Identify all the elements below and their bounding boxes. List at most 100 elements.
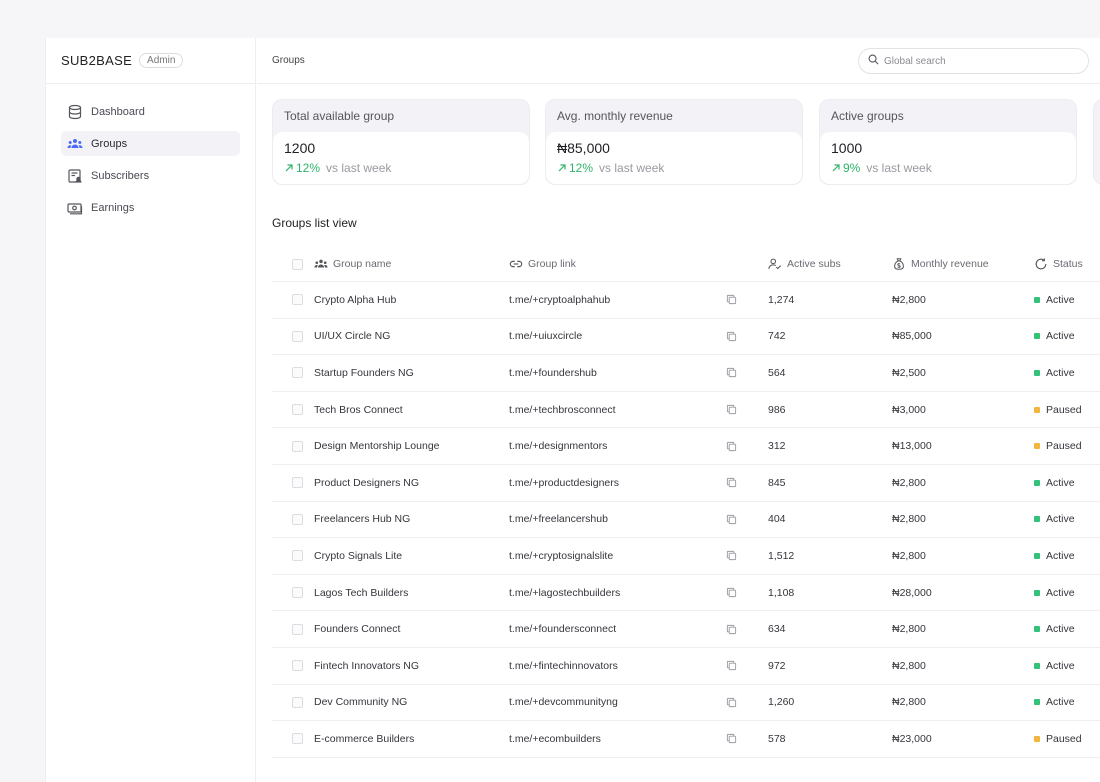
row-checkbox[interactable] (292, 733, 303, 745)
table-row[interactable]: Crypto Signals Lite t.me/+cryptosignalsli… (272, 538, 1100, 575)
copy-icon[interactable] (726, 428, 737, 464)
copy-icon[interactable] (726, 319, 737, 355)
row-checkbox[interactable] (292, 623, 303, 635)
column-header-status[interactable]: Status (1034, 247, 1083, 281)
copy-icon[interactable] (726, 502, 737, 538)
group-link[interactable]: t.me/+ecombuilders (509, 732, 601, 745)
table-row[interactable]: E-commerce Builders t.me/+ecombuilders 578… (272, 721, 1100, 758)
group-name: Crypto Signals Lite (314, 549, 403, 562)
search-input[interactable] (884, 55, 1074, 67)
arrow-up-right-icon (832, 164, 840, 172)
status-dot (1034, 589, 1040, 596)
row-checkbox[interactable] (292, 330, 303, 342)
group-link[interactable]: t.me/+cryptoalphahub (509, 293, 611, 306)
database-icon (66, 104, 84, 120)
group-link[interactable]: t.me/+foundershub (509, 366, 597, 379)
group-link[interactable]: t.me/+designmentors (509, 440, 608, 453)
row-select (292, 538, 303, 574)
status-badge: Active (1034, 538, 1075, 574)
group-link[interactable]: t.me/+foundersconnect (509, 623, 617, 636)
row-checkbox[interactable] (292, 587, 303, 599)
column-header-revenue[interactable]: Monthly revenue (892, 247, 989, 281)
trend-change: 9% (831, 161, 860, 175)
active-subs: 1,512 (768, 549, 795, 562)
brand-name: SUB2BASE (61, 53, 133, 68)
table-row[interactable]: Lagos Tech Builders t.me/+lagostechbuilde… (272, 575, 1100, 612)
search-icon (868, 52, 884, 70)
stat-label: Avg. monthly revenue (557, 109, 673, 123)
group-name: UI/UX Circle NG (314, 330, 391, 343)
row-checkbox[interactable] (292, 294, 303, 306)
table-row[interactable]: Product Designers NG t.me/+productdesigne… (272, 465, 1100, 502)
status-label: Active (1046, 366, 1075, 379)
row-checkbox[interactable] (292, 477, 303, 489)
group-link[interactable]: t.me/+productdesigners (509, 476, 620, 489)
trend-suffix: vs last week (866, 161, 932, 175)
row-checkbox[interactable] (292, 660, 303, 672)
select-all (292, 247, 303, 281)
stat-value: 1200 (284, 140, 316, 156)
stat-card-total-groups: Total available group 1200 12% vs last w… (272, 99, 530, 185)
sidebar-item-label: Groups (91, 137, 128, 150)
row-checkbox[interactable] (292, 550, 303, 562)
row-checkbox[interactable] (292, 513, 303, 525)
table-row[interactable]: Fintech Innovators NG t.me/+fintechinnova… (272, 648, 1100, 685)
table-row[interactable]: Dev Community NG t.me/+devcommunityng 1,26… (272, 685, 1100, 722)
row-checkbox[interactable] (292, 696, 303, 708)
row-checkbox[interactable] (292, 404, 303, 416)
copy-icon[interactable] (726, 685, 737, 721)
sidebar-item-earnings[interactable]: Earnings (61, 195, 240, 220)
copy-icon[interactable] (726, 355, 737, 391)
copy-icon[interactable] (726, 392, 737, 428)
group-link[interactable]: t.me/+lagostechbuilders (509, 586, 621, 599)
app-window: SUB2BASE Admin Dashboard Groups Subscr (45, 38, 1100, 782)
row-checkbox[interactable] (292, 367, 303, 379)
status-label: Active (1046, 586, 1075, 599)
group-link[interactable]: t.me/+techbrosconnect (509, 403, 616, 416)
sidebar-item-groups[interactable]: Groups (61, 131, 240, 156)
status-label: Active (1046, 330, 1075, 343)
copy-icon[interactable] (726, 282, 737, 318)
group-link[interactable]: t.me/+uiuxcircle (509, 330, 583, 343)
table-row[interactable]: Crypto Alpha Hub t.me/+cryptoalphahub 1,27… (272, 282, 1100, 319)
copy-icon[interactable] (726, 538, 737, 574)
copy-icon[interactable] (726, 721, 737, 757)
sidebar-item-subscribers[interactable]: Subscribers (61, 163, 240, 188)
monthly-revenue: ₦2,800 (892, 659, 926, 672)
stat-card-partial (1093, 99, 1100, 185)
row-checkbox[interactable] (292, 440, 303, 452)
breadcrumb: Groups (272, 55, 305, 66)
table-row[interactable]: Design Mentorship Lounge t.me/+designment… (272, 428, 1100, 465)
copy-icon[interactable] (726, 648, 737, 684)
column-header-subs[interactable]: Active subs (768, 247, 841, 281)
table-row[interactable]: Freelancers Hub NG t.me/+freelancershub 40… (272, 502, 1100, 539)
row-select (292, 282, 303, 318)
group-link[interactable]: t.me/+devcommunityng (509, 696, 618, 709)
sidebar-item-label: Subscribers (91, 169, 150, 182)
copy-icon[interactable] (726, 575, 737, 611)
copy-icon[interactable] (726, 465, 737, 501)
column-header-name[interactable]: Group name (314, 247, 391, 281)
stat-card-active-groups: Active groups 1000 9% vs last week (819, 99, 1077, 185)
table-row[interactable]: Tech Bros Connect t.me/+techbrosconnect 98… (272, 392, 1100, 429)
group-name: Product Designers NG (314, 476, 420, 489)
sidebar-item-dashboard[interactable]: Dashboard (61, 99, 240, 124)
group-link[interactable]: t.me/+fintechinnovators (509, 659, 618, 672)
column-header-link[interactable]: Group link (509, 247, 576, 281)
global-search[interactable] (858, 48, 1089, 74)
group-name: Crypto Alpha Hub (314, 293, 397, 306)
group-link[interactable]: t.me/+cryptosignalslite (509, 549, 614, 562)
table-row[interactable]: UI/UX Circle NG t.me/+uiuxcircle 742 ₦85,00… (272, 319, 1100, 356)
stat-trend: 12% vs last week (284, 161, 518, 175)
arrow-up-right-icon (285, 164, 293, 172)
row-select (292, 685, 303, 721)
select-all-checkbox[interactable] (292, 258, 303, 270)
active-subs: 972 (768, 659, 786, 672)
table-row[interactable]: Startup Founders NG t.me/+foundershub 564 ₦… (272, 355, 1100, 392)
column-label: Group name (333, 258, 392, 270)
topbar: Groups (257, 38, 1100, 84)
trend-suffix: vs last week (599, 161, 665, 175)
copy-icon[interactable] (726, 611, 737, 647)
table-row[interactable]: Founders Connect t.me/+foundersconnect 634… (272, 611, 1100, 648)
group-link[interactable]: t.me/+freelancershub (509, 513, 608, 526)
